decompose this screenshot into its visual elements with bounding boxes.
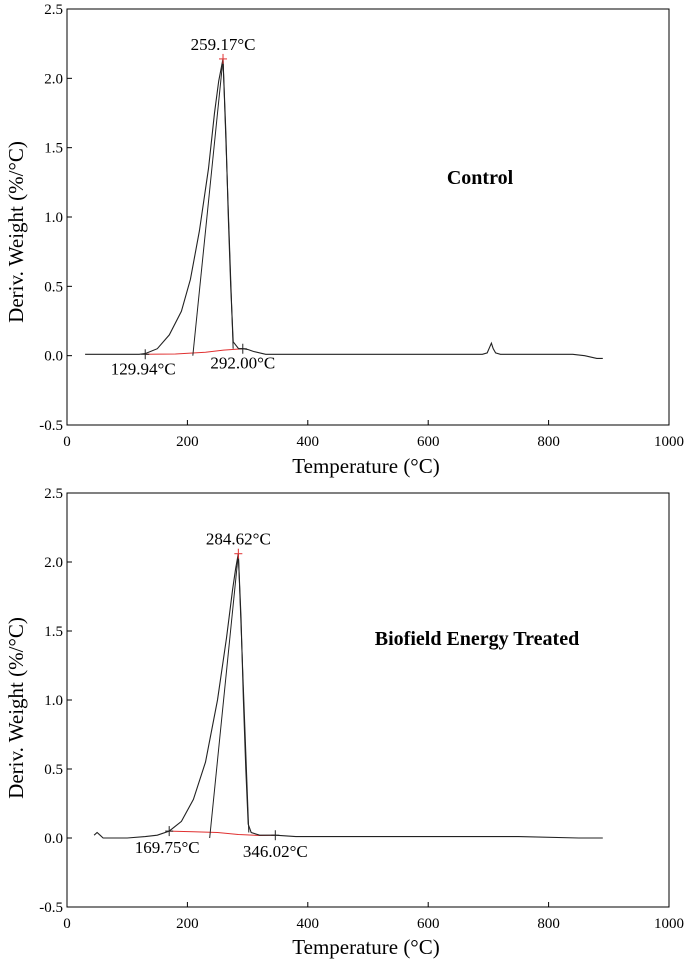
x-tick-label: 200	[176, 916, 199, 932]
y-tick-label: 1.0	[44, 210, 63, 226]
x-tick-label: 0	[63, 916, 71, 932]
chart-panel-control: -0.5 0.0 0.5 1.0 1.5 2.0 2.5 0 200 400 600 800 1000…	[4, 2, 684, 478]
x-tick-label: 200	[176, 434, 199, 450]
peak-annotation-label: 346.02°C	[243, 842, 308, 861]
x-tick-label: 800	[537, 916, 560, 932]
peak-markers	[141, 53, 247, 360]
y-tick-label: 0.0	[44, 831, 63, 847]
y-tick-label: -0.5	[39, 900, 63, 916]
y-tick-label: 1.0	[44, 693, 63, 709]
tangent-lines	[192, 58, 234, 356]
x-tick-label: 600	[417, 434, 440, 450]
peak-annotation-label: 129.94°C	[111, 359, 176, 378]
peak-markers	[165, 548, 280, 841]
x-tick-label: 1000	[654, 434, 684, 450]
peak-annotations: 259.17°C 129.94°C 292.00°C	[111, 35, 275, 378]
peak-annotations: 284.62°C 169.75°C 346.02°C	[135, 530, 308, 862]
peak-baseline	[145, 348, 243, 355]
y-tick-label: 0.0	[44, 349, 63, 365]
peak-annotation-label: 292.00°C	[210, 354, 275, 373]
x-axis-ticks: 0 200 400 600 800 1000	[63, 902, 684, 932]
peak-annotation-label: 259.17°C	[191, 35, 256, 54]
x-tick-label: 0	[63, 434, 71, 450]
x-tick-label: 1000	[654, 916, 684, 932]
y-tick-label: -0.5	[39, 418, 63, 434]
peak-annotation-label: 284.62°C	[206, 530, 271, 549]
peak-annotation-label: 169.75°C	[135, 838, 200, 857]
y-tick-label: 1.5	[44, 141, 63, 157]
tangent-line	[209, 553, 239, 839]
y-tick-label: 2.5	[44, 2, 63, 18]
x-tick-label: 600	[417, 916, 440, 932]
y-axis-ticks: -0.5 0.0 0.5 1.0 1.5 2.0 2.5	[39, 2, 72, 434]
chart-panel-treated: -0.5 0.0 0.5 1.0 1.5 2.0 2.5 0 200 400 600 800 1000…	[4, 486, 684, 959]
y-tick-label: 1.5	[44, 624, 63, 640]
x-axis-label: Temperature (°C)	[292, 454, 439, 478]
series-label-treated: Biofield Energy Treated	[375, 628, 579, 650]
x-tick-label: 800	[537, 434, 560, 450]
dtg-curve-control	[85, 58, 603, 359]
y-axis-label: Deriv. Weight (%/°C)	[4, 141, 28, 323]
y-tick-label: 0.5	[44, 279, 63, 295]
y-axis-ticks: -0.5 0.0 0.5 1.0 1.5 2.0 2.5	[39, 486, 72, 916]
x-axis-label: Temperature (°C)	[292, 935, 439, 959]
x-tick-label: 400	[297, 434, 320, 450]
y-tick-label: 2.5	[44, 486, 63, 502]
x-axis-ticks: 0 200 400 600 800 1000	[63, 420, 684, 450]
y-axis-label: Deriv. Weight (%/°C)	[4, 617, 28, 799]
tangent-line	[192, 58, 224, 356]
x-tick-label: 400	[297, 916, 320, 932]
dtg-curve-treated	[93, 553, 603, 839]
y-tick-label: 2.0	[44, 71, 63, 87]
series-label-control: Control	[447, 167, 514, 189]
y-tick-label: 2.0	[44, 555, 63, 571]
y-tick-label: 0.5	[44, 762, 63, 778]
